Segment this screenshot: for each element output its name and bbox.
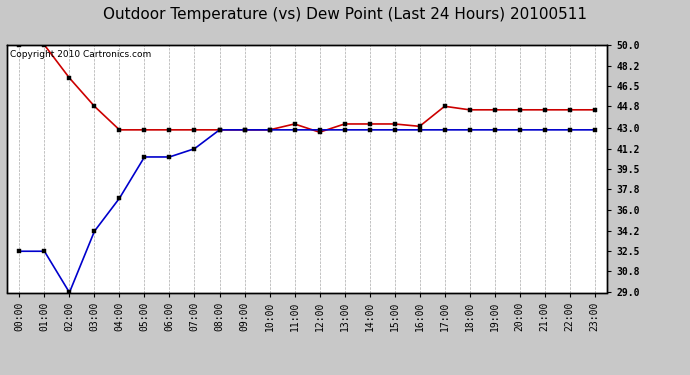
Text: Copyright 2010 Cartronics.com: Copyright 2010 Cartronics.com: [10, 50, 151, 59]
Text: Outdoor Temperature (vs) Dew Point (Last 24 Hours) 20100511: Outdoor Temperature (vs) Dew Point (Last…: [103, 8, 587, 22]
